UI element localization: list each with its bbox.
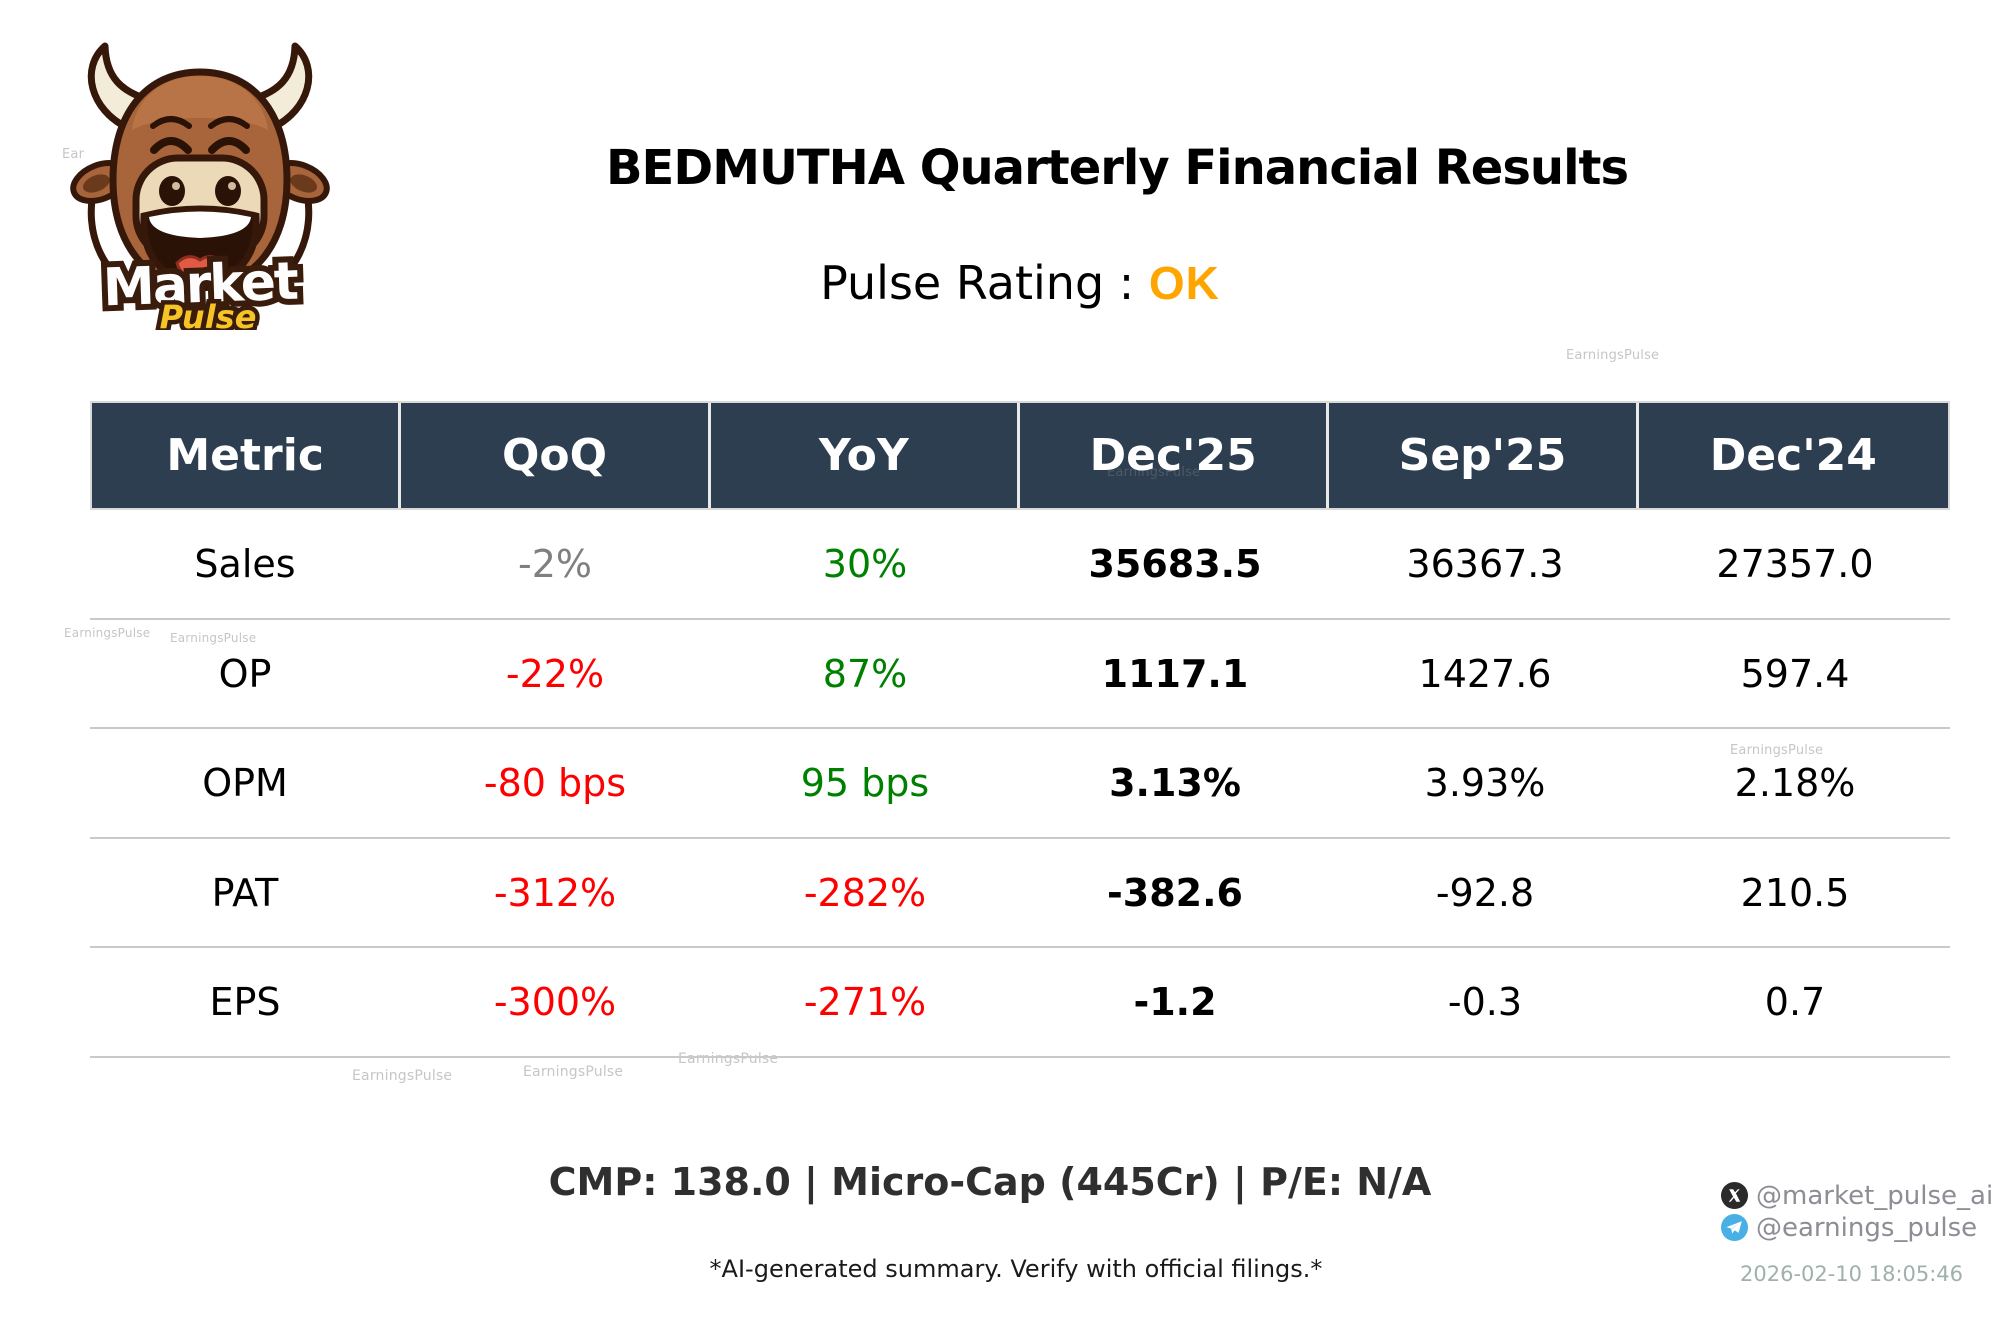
- page-title: BEDMUTHA Quarterly Financial Results: [605, 140, 1629, 196]
- table-row-eps: EPS -300% -271% -1.2 -0.3 0.7: [90, 948, 1950, 1058]
- x-twitter-icon: [1720, 1181, 1749, 1210]
- column-header-sep25: Sep'25: [1329, 403, 1639, 508]
- yoy-value: -271%: [803, 980, 927, 1025]
- telegram-icon: [1720, 1213, 1749, 1242]
- qoq-value: -300%: [493, 980, 617, 1025]
- table-row-sales: Sales -2% 30% 35683.5 36367.3 27357.0: [90, 510, 1950, 620]
- svg-text:Market: Market: [102, 252, 299, 319]
- sep25-value: 1427.6: [1418, 651, 1552, 696]
- column-header-dec25: Dec'25: [1020, 403, 1330, 508]
- sep25-value: -0.3: [1447, 980, 1523, 1025]
- metric-label: OPM: [202, 761, 288, 806]
- watermark-text: EarningsPulse: [62, 147, 84, 162]
- yoy-value: -282%: [803, 870, 927, 915]
- watermark-text: EarningsPulse: [170, 631, 257, 645]
- social-handles: @market_pulse_ai @earnings_pulse: [1720, 1180, 2010, 1244]
- watermark-text: EarningsPulse: [523, 1064, 624, 1080]
- sep25-value: 3.93%: [1424, 761, 1546, 806]
- pulse-rating-value: OK: [1148, 257, 1220, 309]
- qoq-value: -80 bps: [483, 761, 627, 806]
- cmp-summary: CMP: 138.0 | Micro-Cap (445Cr) | P/E: N/…: [548, 1160, 1432, 1204]
- telegram-handle-text: @earnings_pulse: [1756, 1212, 1978, 1243]
- bull-mascot-icon: Market Pulse: [70, 42, 330, 341]
- twitter-handle-row: @market_pulse_ai: [1720, 1180, 2010, 1211]
- qoq-value: -312%: [493, 870, 617, 915]
- pulse-rating-label: Pulse Rating :: [820, 256, 1149, 310]
- twitter-handle-text: @market_pulse_ai: [1756, 1180, 1994, 1211]
- table-row-pat: PAT -312% -282% -382.6 -92.8 210.5: [90, 839, 1950, 949]
- generated-timestamp: 2026-02-10 18:05:46: [1740, 1262, 1964, 1286]
- column-header-yoy: YoY: [711, 403, 1020, 508]
- dec24-value: 27357.0: [1716, 542, 1874, 586]
- watermark-text: EarningsPulse: [64, 626, 151, 640]
- watermark-text: EarningsPulse: [1730, 743, 1824, 758]
- dec25-value: -382.6: [1107, 870, 1243, 915]
- dec25-value: -1.2: [1133, 980, 1217, 1025]
- svg-text:Pulse: Pulse: [160, 298, 257, 330]
- yoy-value: 30%: [822, 542, 908, 586]
- pulse-rating: Pulse Rating : OK: [700, 256, 1340, 310]
- sep25-value: 36367.3: [1406, 542, 1564, 586]
- watermark-text: EarningsPulse: [1566, 348, 1660, 363]
- dec24-value: 597.4: [1740, 651, 1850, 696]
- telegram-handle-row: @earnings_pulse: [1720, 1212, 2010, 1243]
- dec25-value: 3.13%: [1109, 761, 1241, 806]
- metric-label: Sales: [194, 542, 296, 586]
- metric-label: EPS: [209, 980, 281, 1025]
- column-header-qoq: QoQ: [401, 403, 711, 508]
- table-header-row: Metric QoQ YoY Dec'25 Sep'25 Dec'24: [90, 401, 1950, 510]
- qoq-value: -2%: [518, 542, 592, 586]
- ai-disclaimer: *AI-generated summary. Verify with offic…: [709, 1255, 1323, 1283]
- column-header-dec24: Dec'24: [1709, 430, 1877, 481]
- table-row-opm: OPM -80 bps 95 bps 3.13% 3.93% 2.18%: [90, 729, 1950, 839]
- watermark-text: EarningsPulse: [352, 1068, 453, 1084]
- yoy-value: 95 bps: [800, 761, 930, 806]
- sep25-value: -92.8: [1435, 870, 1535, 915]
- dec24-value: 0.7: [1764, 980, 1826, 1025]
- dec25-value: 1117.1: [1101, 651, 1249, 696]
- qoq-value: -22%: [505, 651, 605, 696]
- yoy-value: 87%: [822, 651, 908, 696]
- watermark-text: EarningsPulse: [678, 1051, 779, 1067]
- metric-label: PAT: [211, 870, 279, 915]
- table-row-op: OP -22% 87% 1117.1 1427.6 597.4: [90, 620, 1950, 730]
- column-header-metric: Metric: [92, 403, 402, 508]
- logo-wordmark: Market: [96, 246, 305, 325]
- market-pulse-logo: Market Pulse: [45, 30, 355, 341]
- metric-label: OP: [218, 651, 272, 696]
- watermark-text: EarningsPulse: [1107, 465, 1201, 480]
- dec24-value: 210.5: [1740, 870, 1850, 915]
- dec25-value: 35683.5: [1088, 542, 1262, 586]
- dec24-value: 2.18%: [1734, 761, 1856, 806]
- quarterly-results-table: Metric QoQ YoY Dec'25 Sep'25 Dec'24 Sale…: [90, 401, 1950, 1058]
